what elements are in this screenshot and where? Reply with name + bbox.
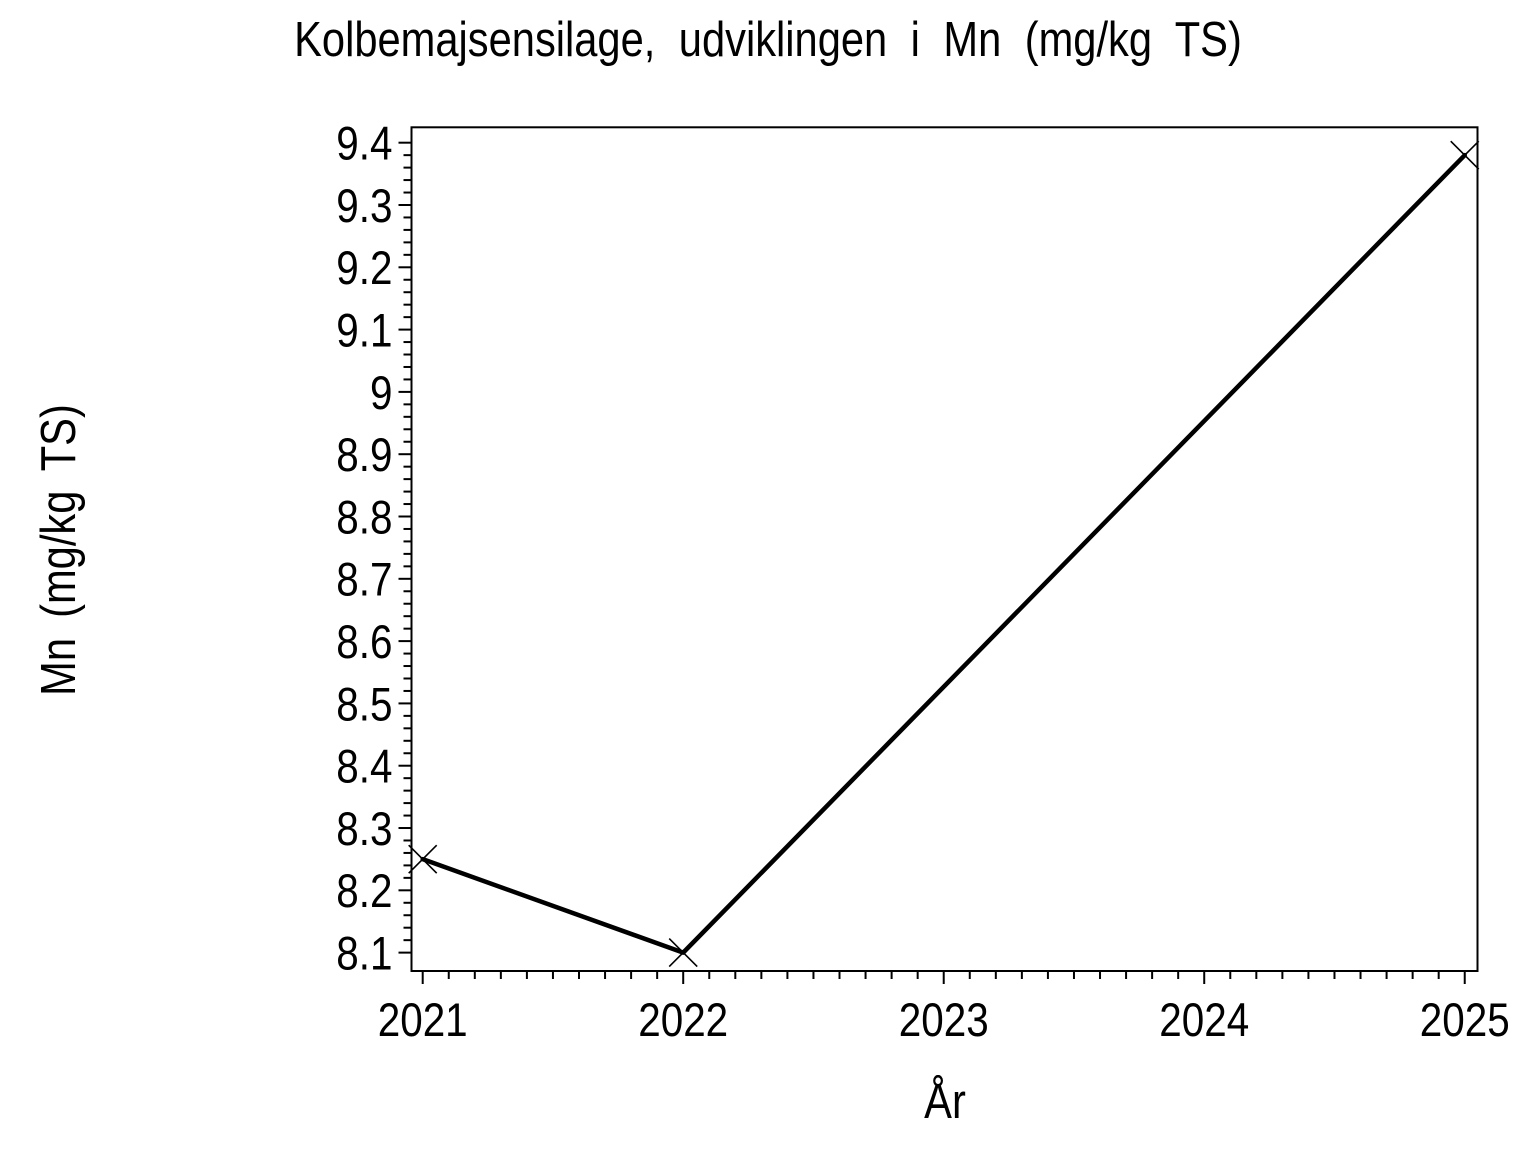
y-tick-label: 9.2 (336, 242, 392, 295)
y-tick-label-text: 8.7 (336, 554, 392, 607)
y-tick-label-text: 8.3 (336, 803, 392, 856)
y-tick-label: 8.5 (336, 679, 392, 732)
y-tick-label-text: 8.9 (336, 429, 392, 482)
y-tick-label-text: 8.1 (336, 928, 392, 981)
y-tick-label: 9.4 (336, 118, 392, 171)
y-tick-label-text: 8.6 (336, 616, 392, 669)
y-tick-label: 8.1 (336, 928, 392, 981)
y-tick-label-text: 8.4 (336, 741, 392, 794)
x-tick-label: 2025 (1420, 994, 1510, 1047)
axis-ticks (398, 141, 1466, 984)
y-tick-label: 8.7 (336, 554, 392, 607)
y-tick-label-text: 8.5 (336, 679, 392, 732)
x-tick-label-text: 2021 (378, 994, 468, 1047)
y-tick-label: 9.1 (336, 305, 392, 358)
plot-frame (410, 126, 1479, 973)
x-tick-label: 2024 (1159, 994, 1249, 1047)
y-tick-label: 8.4 (336, 741, 392, 794)
y-tick-label-text: 9 (370, 367, 392, 420)
x-tick-label-text: 2023 (899, 994, 989, 1047)
y-tick-label-text: 8.8 (336, 492, 392, 545)
y-tick-label: 8.2 (336, 865, 392, 918)
x-tick-label-text: 2024 (1159, 994, 1249, 1047)
x-tick-label: 2023 (899, 994, 989, 1047)
y-tick-label-text: 9.2 (336, 242, 392, 295)
y-tick-label: 8.9 (336, 429, 392, 482)
y-tick-label-text: 9.3 (336, 180, 392, 233)
y-tick-label: 8.6 (336, 616, 392, 669)
y-tick-label-text: 9.1 (336, 305, 392, 358)
data-markers (408, 140, 1480, 968)
x-tick-label-text: 2025 (1420, 994, 1510, 1047)
y-tick-label: 9.3 (336, 180, 392, 233)
axis-tick-labels: 9.4 9.3 9.2 9.1 9 8.9 8.8 8.7 8.6 8.5 8.4 8.3 8.2 8.1… (336, 118, 1509, 1047)
x-axis-label: År (924, 1075, 966, 1129)
y-tick-label-text: 9.4 (336, 118, 392, 171)
x-tick-label: 2022 (638, 994, 728, 1047)
chart-title: Kolbemajsensilage, udviklingen i Mn (mg/… (294, 13, 1242, 67)
y-tick-label: 8.8 (336, 492, 392, 545)
y-tick-label: 8.3 (336, 803, 392, 856)
y-tick-label: 9 (370, 367, 392, 420)
data-line (420, 152, 1467, 955)
y-tick-label-text: 8.2 (336, 865, 392, 918)
x-tick-label-text: 2022 (638, 994, 728, 1047)
x-tick-label: 2021 (378, 994, 468, 1047)
